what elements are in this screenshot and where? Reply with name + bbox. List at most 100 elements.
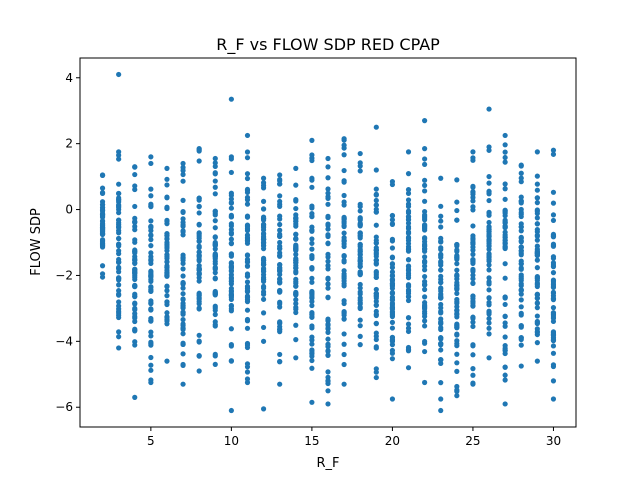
data-point: [438, 335, 444, 341]
data-point: [180, 351, 186, 357]
data-point: [389, 356, 396, 362]
data-point: [132, 326, 138, 332]
data-point: [357, 150, 363, 157]
data-point: [518, 198, 524, 204]
data-point: [389, 285, 396, 291]
data-point: [422, 156, 428, 162]
data-point: [470, 266, 476, 273]
data-point: [116, 243, 122, 249]
data-point: [116, 225, 122, 231]
data-point: [502, 229, 508, 235]
data-point: [550, 338, 557, 344]
data-point: [357, 208, 363, 214]
data-point: [389, 290, 396, 296]
data-point: [116, 329, 122, 335]
data-point: [534, 277, 540, 283]
data-point: [325, 251, 331, 257]
data-point: [550, 233, 557, 239]
data-point: [438, 407, 444, 414]
data-point: [357, 246, 363, 252]
data-point: [277, 252, 283, 259]
data-point: [260, 324, 267, 331]
data-point: [550, 297, 557, 303]
data-point: [550, 343, 557, 349]
data-point: [357, 252, 363, 258]
data-point: [180, 331, 186, 337]
data-point: [212, 243, 218, 249]
data-point: [486, 238, 492, 244]
data-point: [518, 335, 524, 341]
data-point: [325, 214, 331, 221]
data-point: [389, 305, 396, 311]
data-point: [422, 254, 428, 260]
data-point: [309, 137, 315, 143]
data-point: [228, 241, 234, 247]
plot-frame: [79, 57, 577, 428]
data-point: [373, 202, 379, 208]
data-point: [325, 401, 331, 407]
data-point: [389, 280, 396, 287]
data-point: [99, 172, 106, 178]
data-point: [164, 358, 170, 364]
data-point: [244, 271, 251, 277]
data-point: [357, 297, 363, 303]
data-point: [196, 275, 202, 281]
data-point: [164, 182, 170, 188]
data-point: [518, 170, 524, 176]
data-point: [132, 237, 138, 243]
data-point: [373, 298, 379, 304]
data-point: [164, 204, 170, 210]
data-point: [422, 263, 428, 269]
data-point: [116, 282, 122, 288]
data-point: [341, 310, 347, 316]
data-point: [486, 311, 492, 317]
data-point: [534, 326, 540, 332]
data-point: [405, 224, 412, 230]
data-point: [325, 341, 331, 347]
data-point: [550, 330, 557, 337]
data-point: [502, 149, 508, 155]
data-point: [244, 213, 251, 219]
data-point: [357, 233, 363, 239]
data-point: [454, 308, 460, 314]
data-point: [260, 206, 267, 212]
data-point: [422, 161, 428, 168]
data-point: [212, 361, 218, 367]
data-point: [486, 320, 492, 326]
data-point: [550, 310, 557, 316]
data-point: [454, 273, 460, 279]
data-point: [373, 191, 379, 197]
data-point: [132, 270, 138, 276]
data-point: [116, 334, 122, 340]
data-point: [325, 258, 331, 264]
data-point: [550, 270, 557, 276]
data-point: [116, 308, 122, 314]
data-point: [341, 278, 347, 284]
data-point: [341, 331, 347, 337]
data-point: [534, 305, 540, 311]
data-point: [389, 217, 396, 223]
data-point: [309, 341, 315, 347]
data-point: [212, 218, 218, 224]
data-point: [228, 212, 234, 218]
data-point: [132, 394, 138, 400]
data-point: [180, 167, 186, 174]
data-point: [341, 271, 347, 277]
data-point: [470, 241, 476, 247]
data-point: [470, 323, 476, 330]
data-point: [486, 287, 492, 293]
data-point: [341, 361, 347, 368]
data-point: [454, 387, 460, 393]
data-point: [422, 313, 428, 319]
data-point: [454, 368, 460, 374]
data-point: [309, 353, 315, 359]
data-point: [422, 273, 428, 280]
data-point: [99, 244, 106, 250]
data-point: [309, 157, 315, 164]
data-point: [518, 304, 524, 310]
data-point: [502, 244, 508, 250]
data-point: [389, 311, 396, 317]
data-point: [164, 301, 170, 308]
data-point: [373, 308, 379, 315]
data-point: [534, 358, 540, 364]
